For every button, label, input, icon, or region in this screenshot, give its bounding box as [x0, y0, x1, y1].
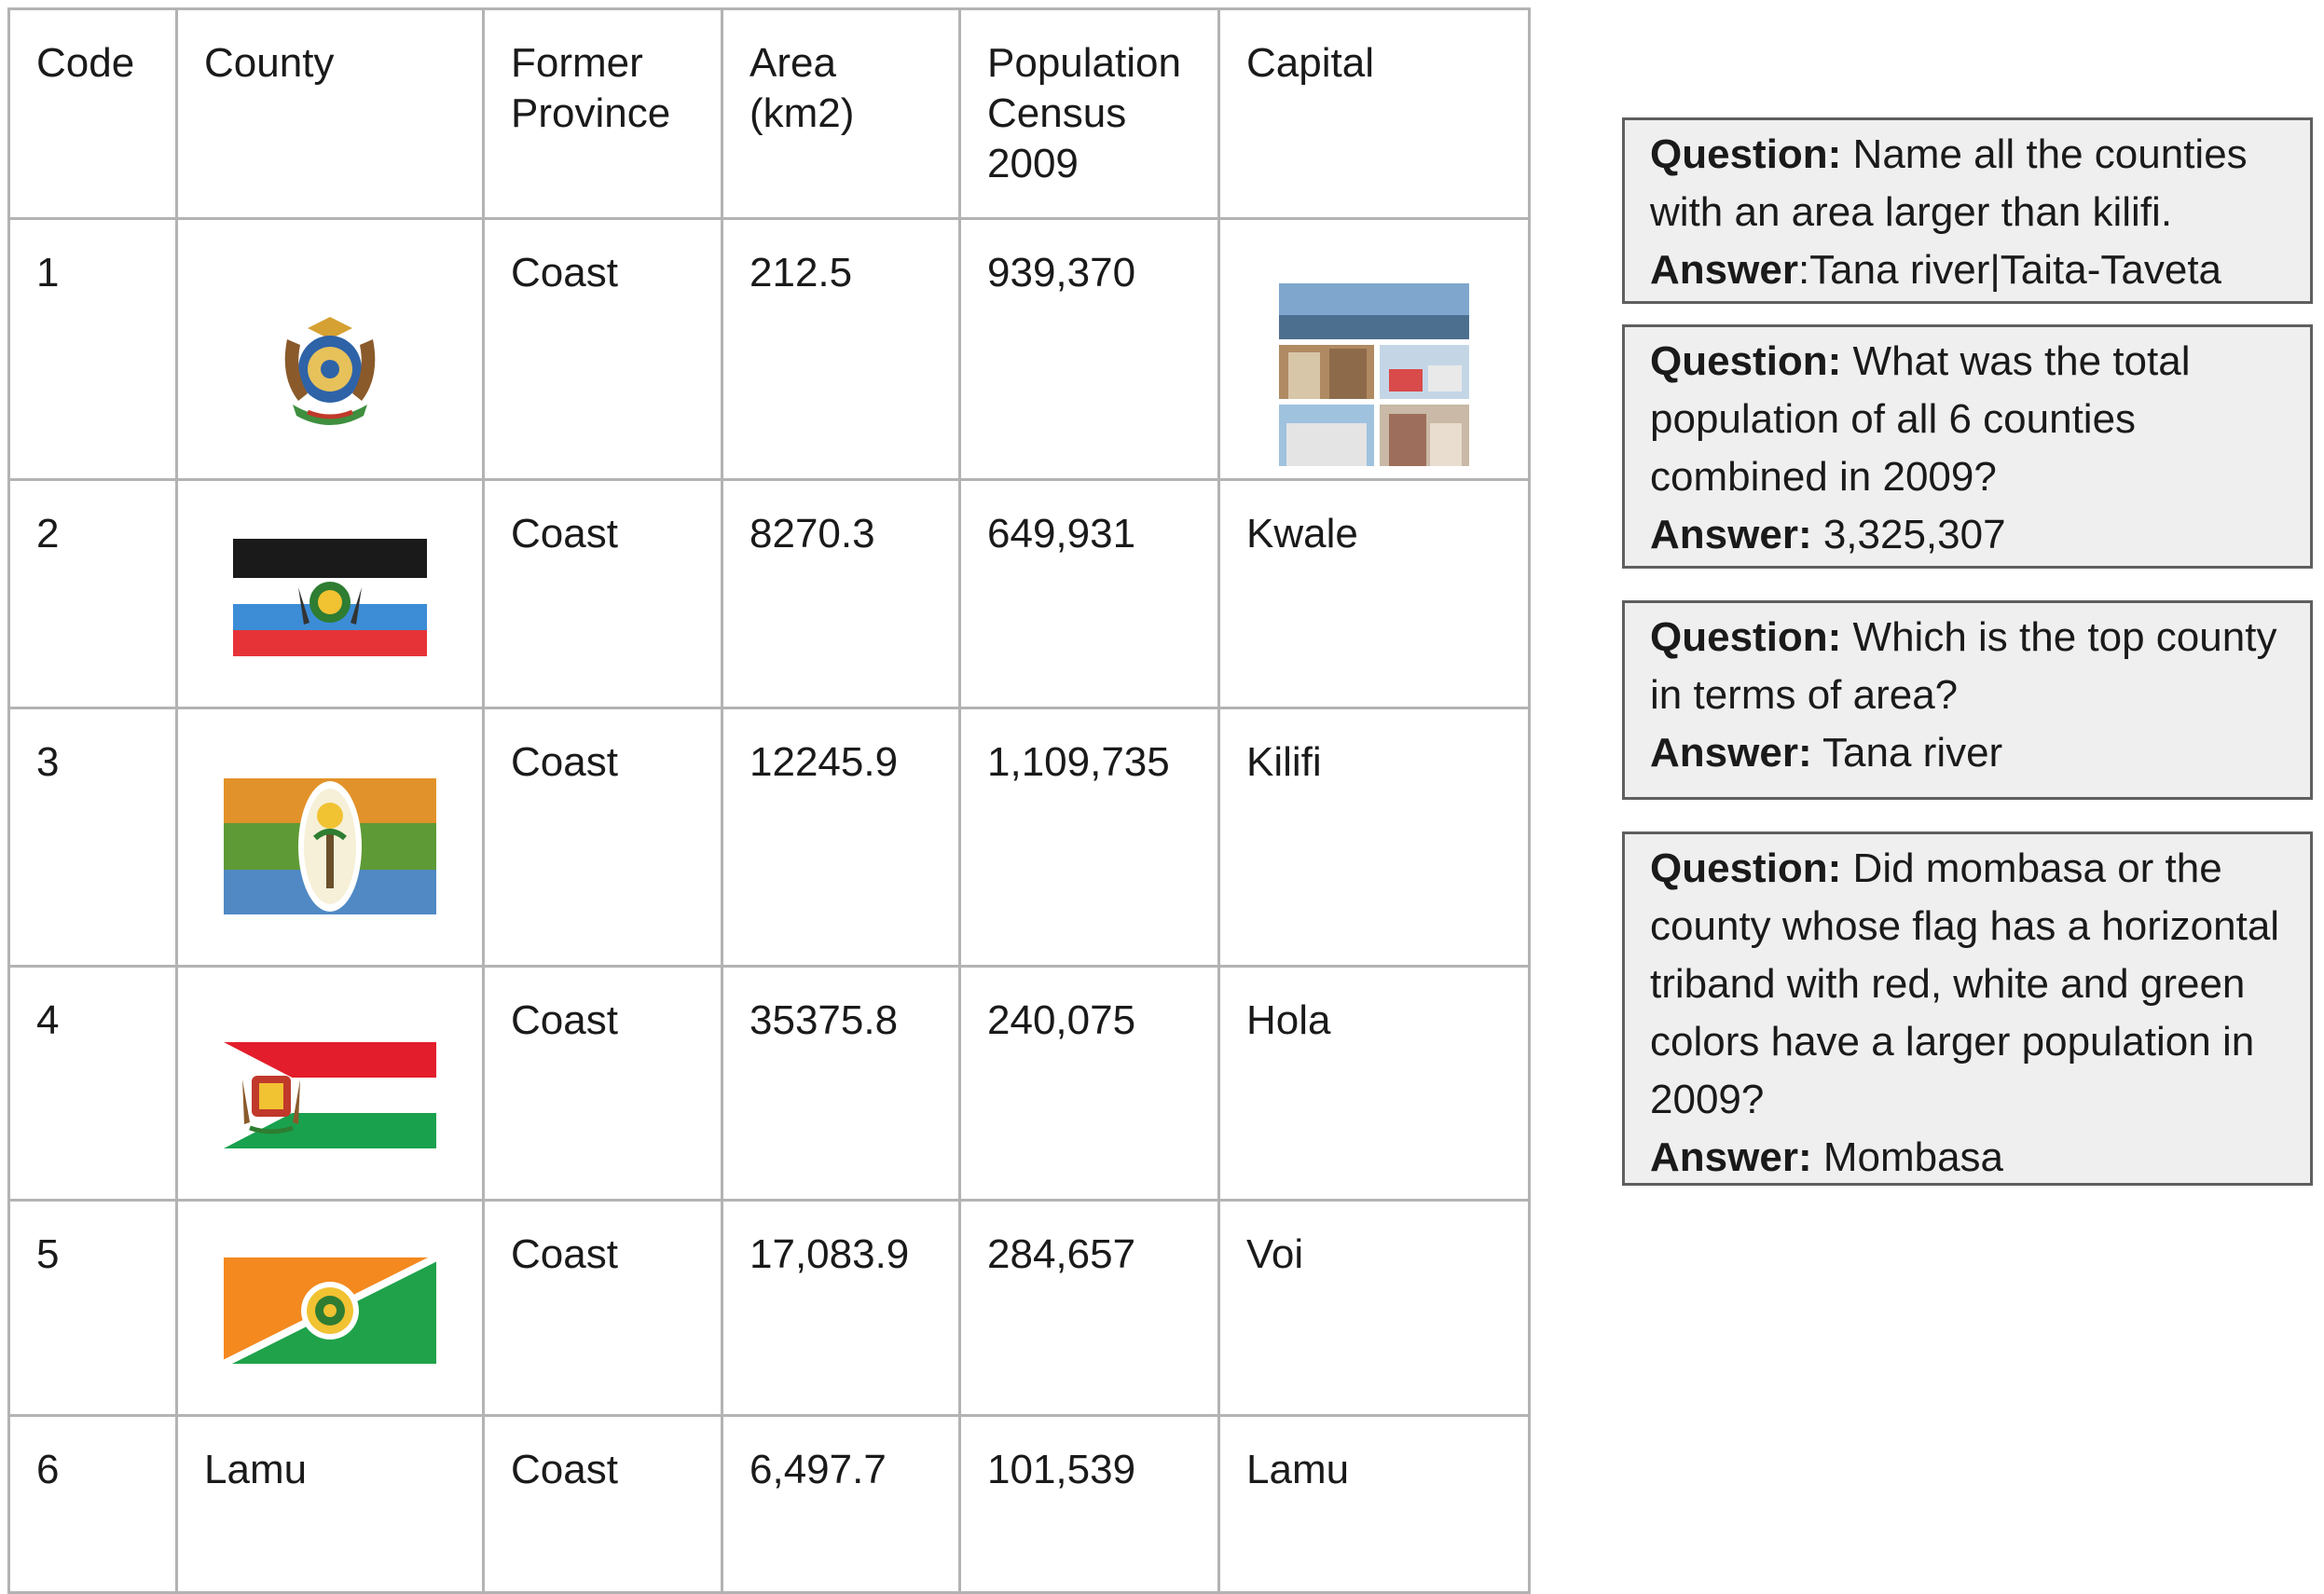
- header-area: Area (km2): [721, 7, 961, 220]
- cell-capital: Hola: [1217, 965, 1531, 1202]
- cell-province: Coast: [482, 965, 723, 1202]
- question-label: Question:: [1650, 131, 1842, 177]
- answer-label: Answer: [1650, 247, 1798, 293]
- cell-capital: Lamu: [1217, 1414, 1531, 1594]
- cell-area: 8270.3: [721, 478, 961, 709]
- cell-capital: Kwale: [1217, 478, 1531, 709]
- cell-code: 4: [7, 965, 178, 1202]
- answer-text: 3,325,307: [1811, 512, 2006, 557]
- qa-box: Question: Which is the top county in ter…: [1622, 600, 2313, 800]
- table-row: 6 Lamu Coast 6,497.7 101,539 Lamu: [7, 1414, 1531, 1594]
- question-text: Which is the top county in terms of area…: [1650, 614, 2277, 718]
- cell-province: Coast: [482, 1199, 723, 1417]
- table-row: 2 Coast 8270.3 649,931 Kwale: [7, 478, 1531, 709]
- cell-province: Coast: [482, 707, 723, 968]
- table-row: 5 Coast 17,083.9 284,657 Voi: [7, 1199, 1531, 1417]
- cell-code: 1: [7, 217, 178, 481]
- county-table: Code County Former Province Area (km2) P…: [7, 7, 1531, 1594]
- question-text: What was the total population of all 6 c…: [1650, 338, 2191, 500]
- taita-taveta-flag-icon: [224, 1257, 436, 1364]
- header-row: Code County Former Province Area (km2) P…: [7, 7, 1531, 220]
- header-population: Population Census 2009: [958, 7, 1220, 220]
- question-label: Question:: [1650, 614, 1842, 660]
- answer-text: Mombasa: [1811, 1134, 2004, 1180]
- header-capital: Capital: [1217, 7, 1531, 220]
- qa-box: Question: Did mombasa or the county whos…: [1622, 831, 2313, 1186]
- cell-county: [175, 965, 485, 1202]
- question-label: Question:: [1650, 845, 1842, 891]
- mombasa-coat-of-arms-icon: [284, 317, 376, 425]
- cell-population: 1,109,735: [958, 707, 1220, 968]
- cell-population: 240,075: [958, 965, 1220, 1202]
- answer-label: Answer:: [1650, 1134, 1812, 1180]
- cell-population: 284,657: [958, 1199, 1220, 1417]
- tana-river-flag-icon: [224, 1042, 436, 1148]
- cell-capital: [1217, 217, 1531, 481]
- cell-code: 3: [7, 707, 178, 968]
- cell-province: Coast: [482, 478, 723, 709]
- cell-county: [175, 1199, 485, 1417]
- question-text: Did mombasa or the county whose flag has…: [1650, 845, 2280, 1122]
- kwale-flag-icon: [233, 539, 427, 656]
- cell-capital: Kilifi: [1217, 707, 1531, 968]
- answer-text: :Tana river|Taita-Taveta: [1797, 247, 2222, 293]
- header-former-province: Former Province: [482, 7, 723, 220]
- question-label: Question:: [1650, 338, 1842, 384]
- cell-area: 35375.8: [721, 965, 961, 1202]
- header-code: Code: [7, 7, 178, 220]
- answer-label: Answer:: [1650, 730, 1812, 776]
- cell-area: 6,497.7: [721, 1414, 961, 1594]
- table-row: 3 Coast 12245.9 1,109,735 Kilifi: [7, 707, 1531, 968]
- cell-county: Lamu: [175, 1414, 485, 1594]
- question-text: Name all the counties with an area large…: [1650, 131, 2248, 235]
- cell-area: 17,083.9: [721, 1199, 961, 1417]
- cell-area: 12245.9: [721, 707, 961, 968]
- answer-text: Tana river: [1811, 730, 2003, 776]
- cell-code: 5: [7, 1199, 178, 1417]
- cell-population: 649,931: [958, 478, 1220, 709]
- cell-province: Coast: [482, 217, 723, 481]
- table-row: 1 Coast 212.5 939,370: [7, 217, 1531, 481]
- cell-province: Coast: [482, 1414, 723, 1594]
- kilifi-flag-icon: [224, 778, 436, 914]
- cell-code: 2: [7, 478, 178, 709]
- answer-label: Answer:: [1650, 512, 1812, 557]
- qa-box: Question: Name all the counties with an …: [1622, 117, 2313, 304]
- capital-city-photos-icon: [1279, 283, 1469, 466]
- cell-county: [175, 707, 485, 968]
- cell-population: 939,370: [958, 217, 1220, 481]
- cell-county: [175, 217, 485, 481]
- cell-area: 212.5: [721, 217, 961, 481]
- cell-population: 101,539: [958, 1414, 1220, 1594]
- cell-capital: Voi: [1217, 1199, 1531, 1417]
- header-county: County: [175, 7, 485, 220]
- cell-code: 6: [7, 1414, 178, 1594]
- table-row: 4 Coast 35375.8 240,075 Hola: [7, 965, 1531, 1202]
- cell-county: [175, 478, 485, 709]
- qa-box: Question: What was the total population …: [1622, 324, 2313, 569]
